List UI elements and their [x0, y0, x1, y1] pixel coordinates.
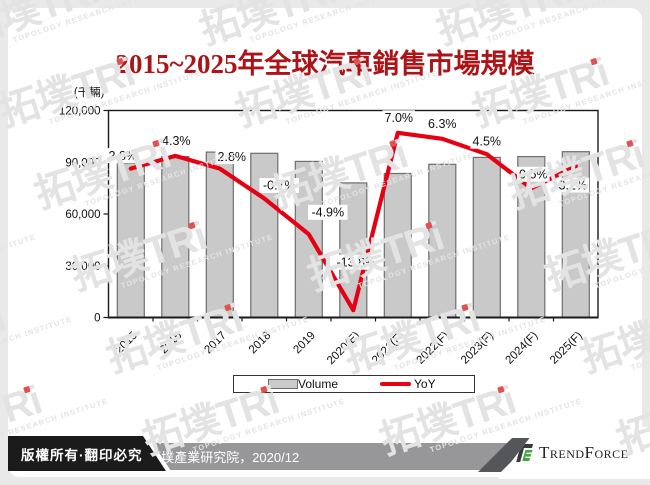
y-axis-tick-label: 0: [94, 313, 100, 325]
yoy-data-label: 6.3%: [428, 117, 457, 131]
x-axis-label: 2017: [202, 330, 229, 357]
x-axis-label: 2025(F): [548, 330, 585, 367]
yoy-data-label: -0.7%: [263, 179, 296, 193]
volume-bar: [428, 163, 457, 319]
chart-title: 2015~2025年全球汽車銷售市場規模: [115, 49, 535, 80]
yoy-data-label: 4.3%: [162, 134, 191, 148]
yoy-data-label-bg: [106, 148, 140, 164]
yoy-data-label-bg: [382, 110, 415, 126]
yoy-legend-line-swatch: [380, 382, 412, 386]
x-axis-label: 2015: [113, 330, 140, 357]
yoy-data-label: 4.5%: [473, 134, 502, 148]
x-axis-label: 2020(E): [325, 330, 363, 368]
yoy-data-label-bg: [333, 254, 380, 270]
x-axis-label: 2019: [291, 330, 318, 357]
yoy-line: [128, 130, 578, 313]
yoy-data-label: 2.8%: [109, 149, 138, 163]
yoy-data-label: 2.8%: [218, 150, 247, 164]
volume-legend-swatch: [268, 379, 298, 389]
y-axis-tick-label: 30,000: [65, 261, 100, 273]
x-axis-label: 2018: [247, 330, 274, 357]
yoy-data-label-bg: [470, 133, 503, 149]
legend: Volume YoY: [233, 375, 475, 393]
yoy-data-label-bg: [308, 204, 348, 220]
combo-chart: 0 30,000 60,000 90,000 120,000 (千輛) 2015 2016 20…: [59, 85, 599, 368]
yoy-data-label-bg: [517, 166, 550, 182]
yoy-data-label-bg: [159, 133, 193, 149]
yoy-data-label: 7.0%: [385, 111, 414, 125]
volume-bar: [294, 160, 323, 319]
volume-bar: [161, 156, 190, 319]
volume-legend-label: Volume: [298, 377, 339, 391]
yoy-data-label-bg: [556, 177, 590, 193]
x-axis-label: 2022(F): [414, 330, 451, 367]
x-axis-label: 2021(F): [370, 330, 407, 367]
volume-bar: [383, 172, 412, 319]
yoy-legend-label: YoY: [414, 377, 436, 391]
yoy-data-label: 3.1%: [559, 178, 588, 192]
yoy-data-label-bg: [215, 149, 248, 165]
volume-bar: [472, 156, 501, 319]
y-axis-tick-label: 90,000: [65, 157, 100, 169]
y-axis-tick-label: 120,000: [59, 106, 101, 118]
volume-bar: [561, 151, 590, 319]
x-axis-label: 2016: [158, 330, 185, 357]
yoy-data-label: 0.5%: [519, 168, 548, 182]
volume-bar: [116, 162, 145, 319]
x-axis-label: 2024(F): [503, 330, 540, 367]
yoy-data-label-bg: [425, 116, 459, 132]
yoy-data-label: -13.8%: [336, 255, 376, 269]
x-axis-label: 2023(F): [459, 330, 496, 367]
y-axis-unit-label: (千輛): [74, 85, 105, 99]
yoy-data-label: -4.9%: [311, 206, 344, 220]
yoy-data-label-bg: [259, 178, 299, 193]
y-axis-tick-label: 60,000: [65, 209, 100, 221]
